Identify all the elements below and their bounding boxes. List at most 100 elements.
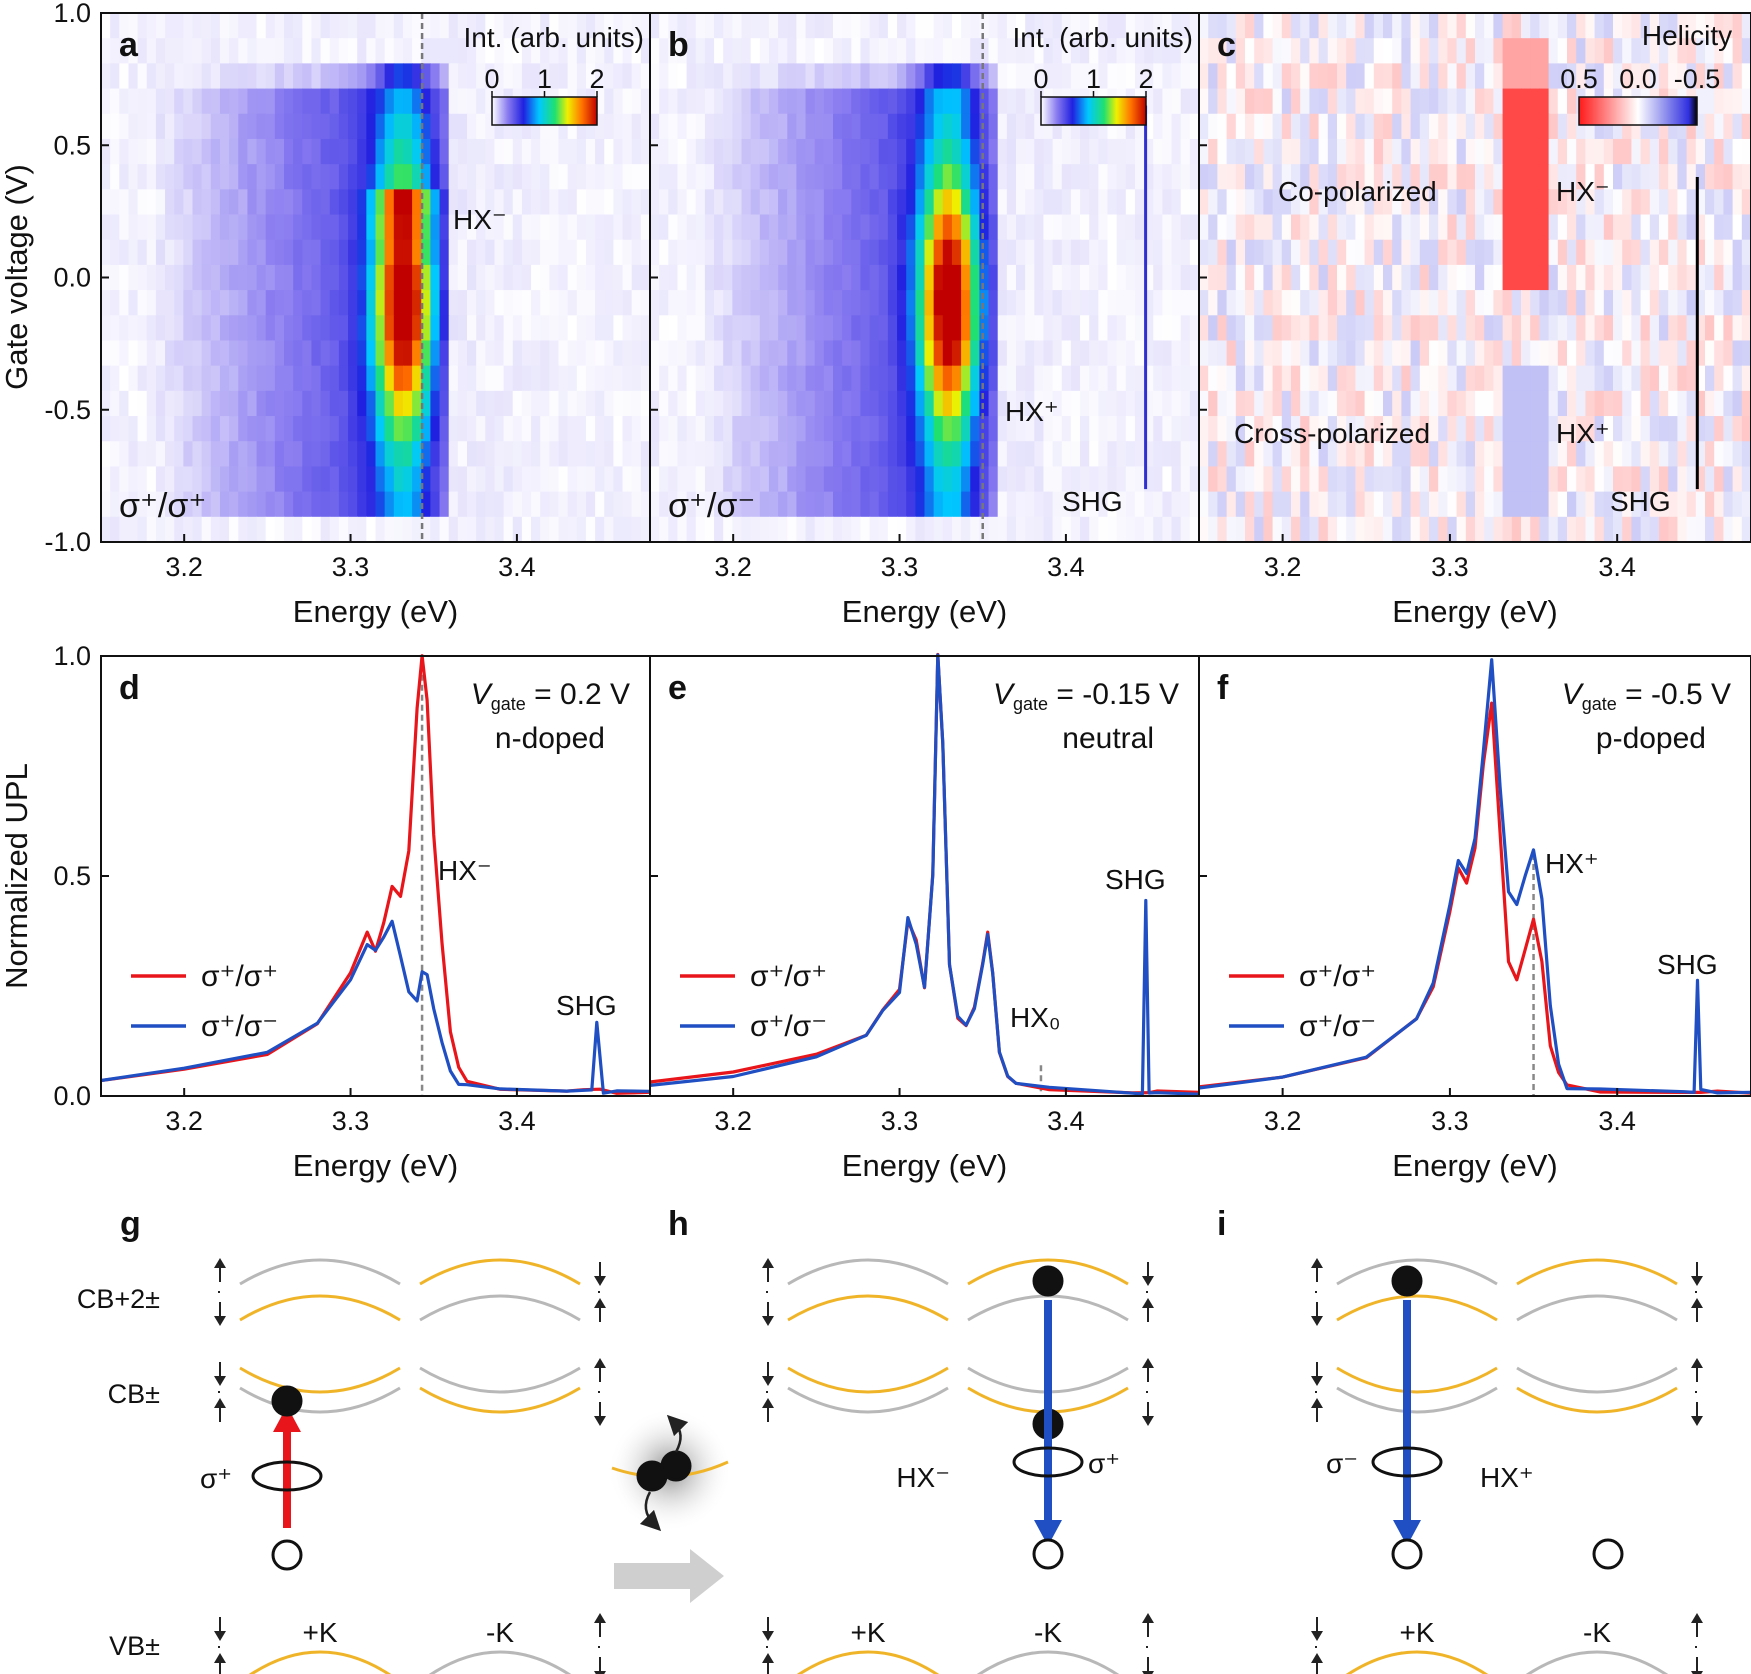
heatmap-cell	[778, 38, 788, 64]
heatmap-cell	[576, 38, 587, 64]
heatmap-cell	[1153, 441, 1163, 467]
annotation-hx-minus: HX⁻	[1556, 176, 1610, 207]
heatmap-cell	[723, 290, 733, 316]
heatmap-cell	[1291, 88, 1301, 115]
heatmap-cell	[1631, 491, 1642, 518]
heatmap-cell	[1144, 113, 1154, 140]
valley-label-plus-k: +K	[850, 1617, 885, 1648]
heatmap-cell	[1070, 138, 1081, 165]
heatmap-cell	[284, 63, 294, 90]
heatmap-cell	[942, 38, 953, 64]
heatmap-cell	[869, 138, 880, 165]
heatmap-cell	[1098, 164, 1109, 190]
heatmap-cell	[1309, 189, 1320, 216]
heatmap-cell	[1355, 290, 1366, 316]
heatmap-cell	[942, 138, 953, 165]
heatmap-cell	[1465, 290, 1476, 316]
heatmap-cell	[1649, 315, 1660, 341]
heatmap-cell	[1603, 264, 1614, 291]
heatmap-cell	[759, 88, 770, 115]
heatmap-cell	[311, 491, 322, 518]
heatmap-cell	[1410, 441, 1421, 467]
heatmap-cell	[439, 315, 450, 341]
heatmap-cell	[329, 416, 340, 442]
spin-arrowhead	[762, 1653, 774, 1663]
heatmap-cell	[1034, 88, 1045, 115]
heatmap-cell	[457, 189, 468, 216]
heatmap-cell	[393, 214, 404, 241]
heatmap-cell	[961, 466, 971, 493]
heatmap-cell	[1291, 13, 1301, 39]
heatmap-cell	[887, 138, 898, 165]
heatmap-cell	[714, 264, 724, 291]
heatmap-cell	[988, 390, 999, 417]
heatmap-cell	[1622, 38, 1632, 64]
heatmap-cell	[155, 290, 166, 316]
scatter-arrow	[639, 1491, 662, 1532]
heatmap-cell	[951, 340, 962, 367]
heatmap-cell	[942, 416, 953, 442]
heatmap-cell	[1162, 138, 1173, 165]
heatmap-cell	[1034, 340, 1045, 367]
heatmap-cell	[402, 340, 413, 367]
heatmap-cell	[842, 38, 852, 64]
heatmap-cell	[595, 264, 605, 291]
heatmap-cell	[1714, 466, 1724, 493]
heatmap-cell	[476, 315, 486, 341]
heatmap-cell	[768, 13, 779, 39]
heatmap-cell	[155, 365, 166, 392]
heatmap-cell	[1640, 239, 1651, 266]
heatmap-cell	[549, 491, 560, 518]
heatmap-cell	[1613, 315, 1623, 341]
heatmap-cell	[1235, 13, 1246, 39]
heatmap-cell	[1162, 113, 1173, 140]
heatmap-cell	[165, 63, 175, 90]
heatmap-cell	[833, 390, 843, 417]
heatmap-cell	[1171, 63, 1182, 90]
heatmap-cell	[1686, 13, 1697, 39]
heatmap-cell	[1153, 466, 1163, 493]
heatmap-cell	[192, 516, 203, 543]
heatmap-cell	[860, 390, 871, 417]
heatmap-cell	[1080, 13, 1090, 39]
heatmap-cell	[1217, 239, 1228, 266]
heatmap-cell	[1401, 491, 1412, 518]
heatmap-cell	[1511, 138, 1522, 165]
spin-arrows-right-cb	[594, 1358, 606, 1426]
heatmap-cell	[293, 189, 303, 216]
heatmap-cell	[1576, 138, 1586, 165]
heatmap-cell	[1263, 441, 1274, 467]
heatmap-cell	[512, 13, 523, 39]
heatmap-cell	[485, 491, 496, 518]
heatmap-cell	[576, 164, 587, 190]
heatmap-cell	[631, 315, 642, 341]
heatmap-cell	[1419, 88, 1430, 115]
heatmap-cell	[1089, 315, 1099, 341]
heatmap-cell	[110, 416, 120, 442]
heatmap-cell	[119, 138, 130, 165]
heatmap-cell	[457, 365, 468, 392]
heatmap-cell	[1125, 441, 1136, 467]
heatmap-cell	[485, 416, 496, 442]
heatmap-cell	[1025, 491, 1035, 518]
heatmap-cell	[1125, 390, 1136, 417]
heatmap-cell	[1631, 189, 1642, 216]
heatmap-cell	[1705, 491, 1715, 518]
heatmap-cell	[467, 441, 477, 467]
heatmap-cell	[650, 214, 660, 241]
heatmap-cell	[311, 38, 322, 64]
heatmap-cell	[1493, 88, 1504, 115]
heatmap-cell	[165, 214, 175, 241]
heatmap-cell	[1098, 416, 1109, 442]
heatmap-cell	[613, 516, 624, 543]
heatmap-cell	[311, 466, 322, 493]
heatmap-cell	[1309, 138, 1320, 165]
heatmap-cell	[750, 13, 761, 39]
heatmap-cell	[1530, 239, 1540, 266]
heatmap-cell	[192, 340, 203, 367]
heatmap-cell	[997, 264, 1008, 291]
heatmap-cell	[585, 164, 596, 190]
heatmap-cell	[174, 138, 184, 165]
heatmap-cell	[833, 416, 843, 442]
heatmap-cell	[201, 189, 212, 216]
